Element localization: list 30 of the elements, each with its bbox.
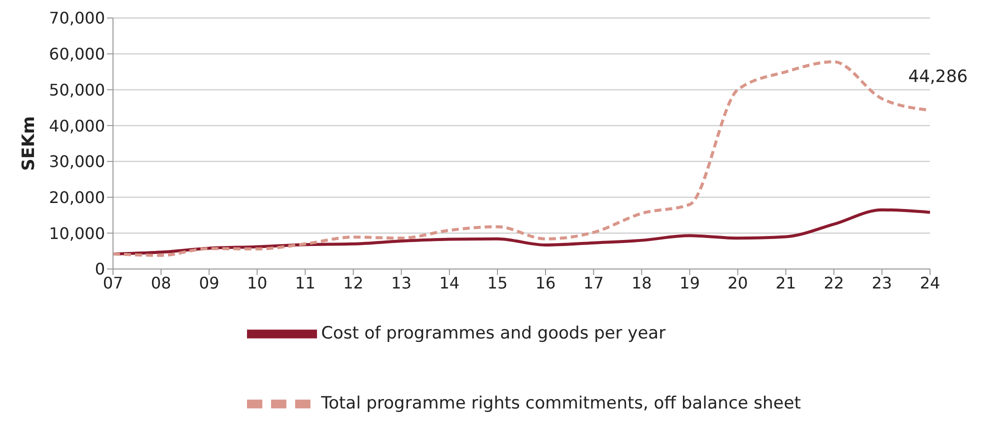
x-tick-label: 19: [680, 273, 700, 292]
y-tick-label: 20,000: [49, 188, 105, 207]
legend-label: Total programme rights commitments, off balance sheet: [321, 394, 801, 414]
x-tick-label: 07: [102, 273, 124, 292]
y-tick-label: 10,000: [49, 224, 105, 243]
x-tick-label: 12: [343, 273, 364, 292]
y-tick-label: 60,000: [49, 44, 105, 64]
y-tick-label: 70,000: [49, 8, 105, 28]
y-axis-title: SEKm: [19, 116, 40, 171]
x-tick-label: 09: [198, 273, 220, 292]
x-tick-label: 21: [776, 273, 796, 292]
y-tick-label: 0: [94, 260, 105, 279]
y-tick-label: 40,000: [49, 116, 105, 136]
x-tick-label: 18: [631, 273, 652, 292]
x-tick-label: 15: [487, 273, 508, 292]
x-tick-label: 08: [150, 273, 172, 292]
x-tick-label: 24: [920, 273, 940, 292]
y-tick-label: 50,000: [49, 80, 105, 100]
x-tick-label: 11: [295, 273, 316, 292]
x-tick-label: 20: [728, 273, 748, 292]
y-tick-label: 30,000: [49, 152, 105, 172]
data-label: 44,286: [908, 67, 968, 88]
x-tick-label: 17: [583, 273, 604, 292]
x-tick-label: 10: [246, 273, 268, 292]
x-tick-label: 23: [872, 273, 892, 292]
x-tick-label: 22: [824, 273, 844, 292]
x-tick-label: 16: [535, 273, 556, 292]
x-tick-label: 13: [391, 273, 412, 292]
legend-label: Cost of programmes and goods per year: [321, 324, 666, 344]
x-tick-label: 14: [439, 273, 460, 292]
